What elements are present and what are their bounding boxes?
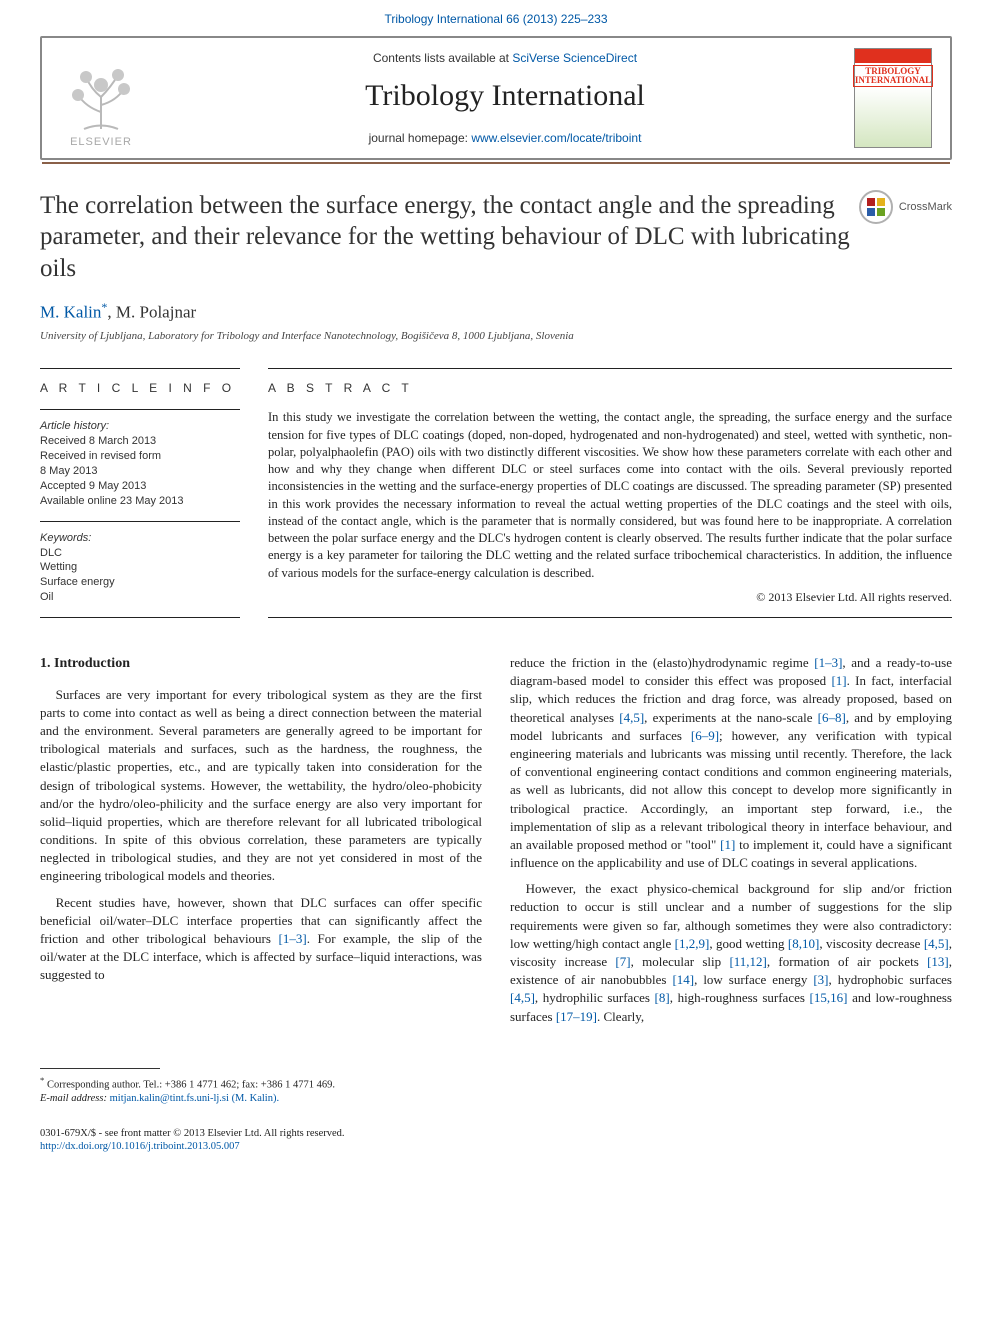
homepage-link[interactable]: www.elsevier.com/locate/triboint bbox=[471, 131, 641, 145]
keywords-label: Keywords: bbox=[40, 532, 240, 544]
footnote-marker: * bbox=[40, 1075, 44, 1085]
footnotes: * Corresponding author. Tel.: +386 1 477… bbox=[0, 1075, 992, 1117]
crossmark-badge[interactable]: CrossMark bbox=[859, 190, 952, 224]
issn-line: 0301-679X/$ - see front matter © 2013 El… bbox=[40, 1127, 952, 1141]
journal-cover-thumb: TRIBOLOGYINTERNATIONAL bbox=[854, 48, 932, 148]
section-heading: 1. Introduction bbox=[40, 654, 482, 674]
homepage-prefix: journal homepage: bbox=[369, 131, 472, 145]
elsevier-tree-icon bbox=[66, 67, 136, 132]
article-info-heading: A R T I C L E I N F O bbox=[40, 381, 240, 395]
history-4: Available online 23 May 2013 bbox=[40, 494, 240, 509]
header-center: Contents lists available at SciVerse Sci… bbox=[156, 51, 854, 145]
body-col-left: 1. Introduction Surfaces are very import… bbox=[40, 654, 482, 1034]
body-col-right: reduce the friction in the (elasto)hydro… bbox=[510, 654, 952, 1034]
article-header: CrossMark The correlation between the su… bbox=[0, 160, 992, 368]
history-label: Article history: bbox=[40, 420, 240, 432]
citation-link[interactable]: Tribology International 66 (2013) 225–23… bbox=[384, 12, 607, 26]
body-columns: 1. Introduction Surfaces are very import… bbox=[0, 618, 992, 1044]
crossmark-label: CrossMark bbox=[899, 201, 952, 213]
para-r-0: reduce the friction in the (elasto)hydro… bbox=[510, 654, 952, 872]
footnote-rule bbox=[40, 1068, 160, 1069]
para-r-1: However, the exact physico-chemical back… bbox=[510, 880, 952, 1026]
crossmark-icon bbox=[859, 190, 893, 224]
history-3: Accepted 9 May 2013 bbox=[40, 479, 240, 494]
corresponding-author-line: * Corresponding author. Tel.: +386 1 477… bbox=[40, 1075, 952, 1093]
abstract-heading: A B S T R A C T bbox=[268, 381, 952, 395]
cover-bar bbox=[855, 49, 931, 63]
publisher-name: ELSEVIER bbox=[70, 136, 132, 148]
journal-title: Tribology International bbox=[156, 79, 854, 113]
authors-line: M. Kalin*, M. Polajnar bbox=[40, 300, 952, 323]
abstract-copyright: © 2013 Elsevier Ltd. All rights reserved… bbox=[268, 590, 952, 605]
contents-available-line: Contents lists available at SciVerse Sci… bbox=[156, 51, 854, 65]
corr-email[interactable]: mitjan.kalin@tint.fs.uni-lj.si (M. Kalin… bbox=[110, 1093, 280, 1104]
history-2: 8 May 2013 bbox=[40, 464, 240, 479]
cover-label: TRIBOLOGYINTERNATIONAL bbox=[853, 65, 933, 87]
corr-text: Corresponding author. Tel.: +386 1 4771 … bbox=[47, 1079, 335, 1090]
article-info-column: A R T I C L E I N F O Article history: R… bbox=[40, 368, 240, 618]
author-2: M. Polajnar bbox=[116, 302, 196, 321]
info-abstract-row: A R T I C L E I N F O Article history: R… bbox=[0, 368, 992, 618]
kw-3: Oil bbox=[40, 590, 240, 605]
sciencedirect-link[interactable]: SciVerse ScienceDirect bbox=[512, 51, 637, 65]
journal-homepage-line: journal homepage: www.elsevier.com/locat… bbox=[156, 131, 854, 145]
citation-bar: Tribology International 66 (2013) 225–23… bbox=[0, 0, 992, 36]
abstract-column: A B S T R A C T In this study we investi… bbox=[268, 368, 952, 618]
history-0: Received 8 March 2013 bbox=[40, 434, 240, 449]
history-1: Received in revised form bbox=[40, 449, 240, 464]
cover-body bbox=[855, 87, 931, 147]
kw-2: Surface energy bbox=[40, 575, 240, 590]
publisher-logo: ELSEVIER bbox=[56, 48, 146, 148]
doi-link[interactable]: http://dx.doi.org/10.1016/j.triboint.201… bbox=[40, 1141, 240, 1152]
kw-1: Wetting bbox=[40, 560, 240, 575]
abstract-text: In this study we investigate the correla… bbox=[268, 409, 952, 582]
author-sep: , bbox=[107, 302, 116, 321]
article-title: The correlation between the surface ener… bbox=[40, 190, 860, 284]
email-line: E-mail address: mitjan.kalin@tint.fs.uni… bbox=[40, 1092, 952, 1106]
journal-header: ELSEVIER Contents lists available at Sci… bbox=[40, 36, 952, 160]
contents-prefix: Contents lists available at bbox=[373, 51, 512, 65]
author-1[interactable]: M. Kalin bbox=[40, 302, 101, 321]
kw-0: DLC bbox=[40, 546, 240, 561]
affiliation: University of Ljubljana, Laboratory for … bbox=[40, 330, 952, 342]
email-label: E-mail address: bbox=[40, 1093, 110, 1104]
para-l-1: Recent studies have, however, shown that… bbox=[40, 894, 482, 985]
copyright-footer: 0301-679X/$ - see front matter © 2013 El… bbox=[0, 1117, 992, 1184]
para-l-0: Surfaces are very important for every tr… bbox=[40, 686, 482, 886]
